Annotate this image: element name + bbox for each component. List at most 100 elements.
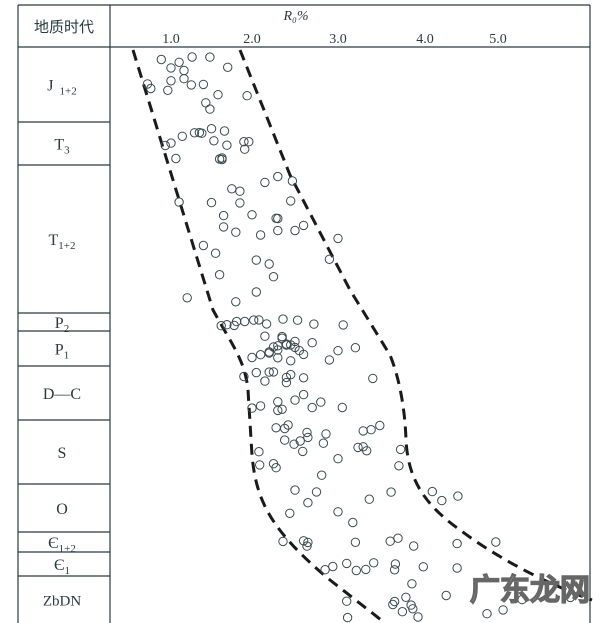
data-point bbox=[239, 371, 249, 382]
data-point bbox=[205, 52, 215, 62]
data-point bbox=[206, 197, 217, 208]
data-point bbox=[251, 287, 261, 297]
data-point bbox=[166, 76, 176, 86]
data-point bbox=[302, 541, 312, 551]
data-point bbox=[366, 425, 376, 435]
data-point bbox=[427, 486, 437, 497]
data-point bbox=[353, 442, 363, 453]
data-point bbox=[179, 74, 189, 84]
data-point bbox=[160, 140, 171, 151]
data-point bbox=[260, 177, 270, 188]
data-point bbox=[333, 346, 343, 356]
data-point bbox=[307, 402, 317, 413]
data-point bbox=[342, 596, 352, 606]
data-point bbox=[210, 248, 221, 258]
data-point bbox=[216, 321, 226, 331]
data-point bbox=[517, 594, 527, 605]
data-point bbox=[298, 389, 309, 400]
data-point bbox=[565, 592, 575, 603]
data-point bbox=[281, 377, 292, 388]
data-point bbox=[146, 83, 156, 94]
data-point bbox=[235, 198, 245, 208]
data-point bbox=[389, 565, 400, 575]
data-point bbox=[375, 420, 385, 431]
data-point bbox=[268, 459, 279, 469]
data-point bbox=[271, 423, 281, 433]
data-point bbox=[244, 137, 254, 147]
data-point bbox=[273, 353, 283, 363]
data-point bbox=[333, 233, 343, 244]
data-point bbox=[407, 579, 417, 589]
data-point bbox=[255, 350, 266, 360]
data-point bbox=[247, 352, 257, 363]
envelope-left-line bbox=[131, 49, 386, 623]
data-point bbox=[286, 356, 296, 366]
data-point bbox=[333, 454, 343, 464]
data-point bbox=[298, 536, 309, 546]
unit-label: Є1 bbox=[54, 557, 70, 577]
data-point bbox=[361, 564, 371, 575]
data-point bbox=[328, 561, 338, 572]
data-point bbox=[254, 447, 264, 457]
data-point bbox=[189, 128, 200, 138]
data-point bbox=[281, 340, 292, 350]
x-axis-label: R₀% bbox=[282, 9, 308, 24]
data-point bbox=[264, 367, 274, 377]
data-point bbox=[348, 517, 358, 528]
data-point bbox=[311, 487, 322, 497]
data-point bbox=[298, 446, 308, 457]
unit-label: ZbDN bbox=[43, 594, 81, 610]
data-point bbox=[166, 63, 176, 73]
data-point bbox=[302, 427, 312, 438]
unit-label: S bbox=[58, 445, 67, 462]
data-point bbox=[386, 487, 396, 497]
data-point bbox=[295, 436, 305, 446]
data-point bbox=[290, 342, 300, 353]
data-point bbox=[227, 184, 237, 194]
data-point bbox=[337, 402, 347, 413]
data-point bbox=[240, 316, 250, 327]
data-point bbox=[242, 91, 252, 101]
data-point bbox=[251, 255, 261, 265]
data-point bbox=[254, 315, 264, 325]
data-point bbox=[358, 426, 368, 436]
x-tick-label: 5.0 bbox=[489, 32, 507, 47]
data-point bbox=[251, 367, 261, 378]
data-point bbox=[342, 558, 352, 569]
data-point bbox=[174, 57, 184, 67]
data-point bbox=[198, 79, 209, 90]
data-point bbox=[397, 607, 408, 617]
data-point bbox=[498, 605, 508, 615]
data-point bbox=[186, 80, 197, 90]
data-point bbox=[401, 592, 411, 602]
data-point bbox=[290, 336, 300, 347]
data-point bbox=[452, 563, 462, 573]
data-point bbox=[261, 319, 272, 329]
data-point bbox=[303, 537, 313, 548]
data-point bbox=[163, 85, 173, 96]
unit-label: D—C bbox=[43, 386, 81, 403]
data-point bbox=[441, 590, 451, 601]
data-point bbox=[317, 470, 327, 480]
data-point bbox=[179, 65, 189, 76]
data-point bbox=[437, 495, 447, 506]
data-point bbox=[303, 432, 313, 443]
envelope bbox=[131, 49, 593, 623]
data-point bbox=[277, 333, 287, 343]
data-point bbox=[194, 127, 205, 138]
data-point bbox=[255, 460, 265, 470]
data-point bbox=[268, 342, 279, 352]
data-point bbox=[286, 196, 296, 206]
data-point bbox=[298, 220, 309, 231]
data-point bbox=[318, 438, 329, 448]
data-point bbox=[281, 372, 292, 383]
data-point bbox=[271, 213, 281, 224]
data-point bbox=[290, 395, 300, 405]
data-point bbox=[222, 140, 232, 150]
data-point bbox=[362, 446, 372, 456]
data-point bbox=[255, 230, 266, 240]
data-point bbox=[338, 320, 348, 330]
data-point bbox=[389, 596, 400, 607]
data-point bbox=[235, 186, 245, 196]
data-point bbox=[452, 538, 462, 549]
